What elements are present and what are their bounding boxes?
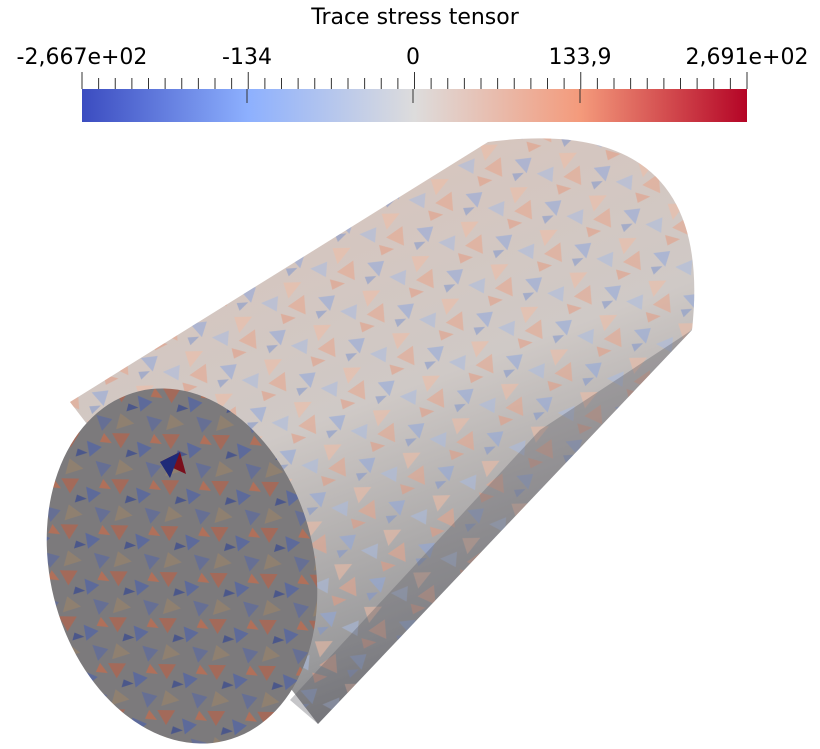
colorbar-label: 0 [406, 45, 420, 70]
colorbar-ticks [81, 72, 748, 89]
colorbar-labels: -2,667e+02 -134 0 133,9 2,691e+02 [17, 45, 809, 70]
colorbar-label: 2,691e+02 [686, 45, 809, 70]
cylinder-cap [46, 388, 318, 744]
colorbar-major-ticks [246, 89, 581, 103]
mesh-cell [160, 452, 180, 478]
colorbar-title: Trace stress tensor [310, 5, 519, 30]
colorbar-label: -134 [222, 45, 272, 70]
colorbar-label: 133,9 [549, 45, 612, 70]
cylinder [46, 138, 695, 744]
colorbar [82, 89, 747, 122]
colorbar-label: -2,667e+02 [17, 45, 148, 70]
cylinder-shade [290, 330, 692, 724]
